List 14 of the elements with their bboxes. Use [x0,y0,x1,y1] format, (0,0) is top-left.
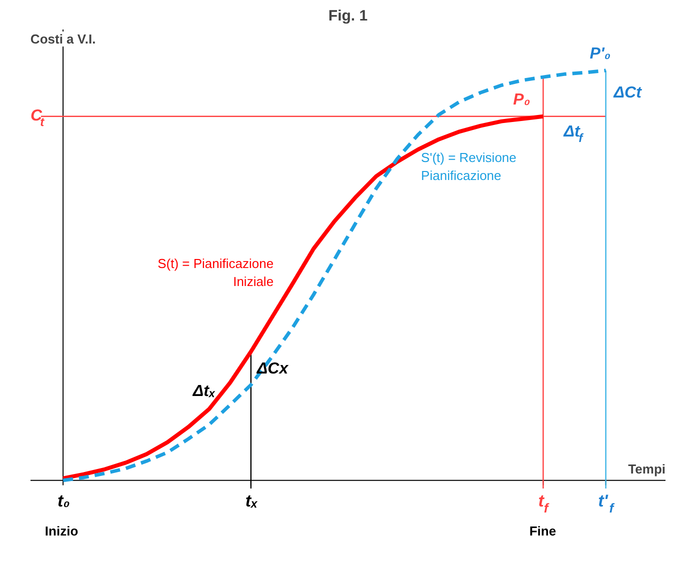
text: Inizio [44,523,78,538]
x-axis-title: Tempi [628,461,666,476]
x-tick-label: tₓ [245,491,258,510]
annotation: P₀ [513,91,530,108]
annotation: ΔCt [612,84,642,102]
y-axis-title: Costi a V.I. [30,32,96,46]
series-label: S(t) = Pianificazione Iniziale [158,256,274,289]
series-label: S'(t) = Revisione Pianificazione [421,150,516,184]
chart-title: Fig. 1 [328,8,368,24]
annotation: Δtₓ [192,383,216,400]
text: Fine [529,523,556,538]
annotation: P'₀ [590,45,611,62]
annotation: ΔCx [256,360,290,378]
x-tick-label: t₀ [57,491,70,510]
